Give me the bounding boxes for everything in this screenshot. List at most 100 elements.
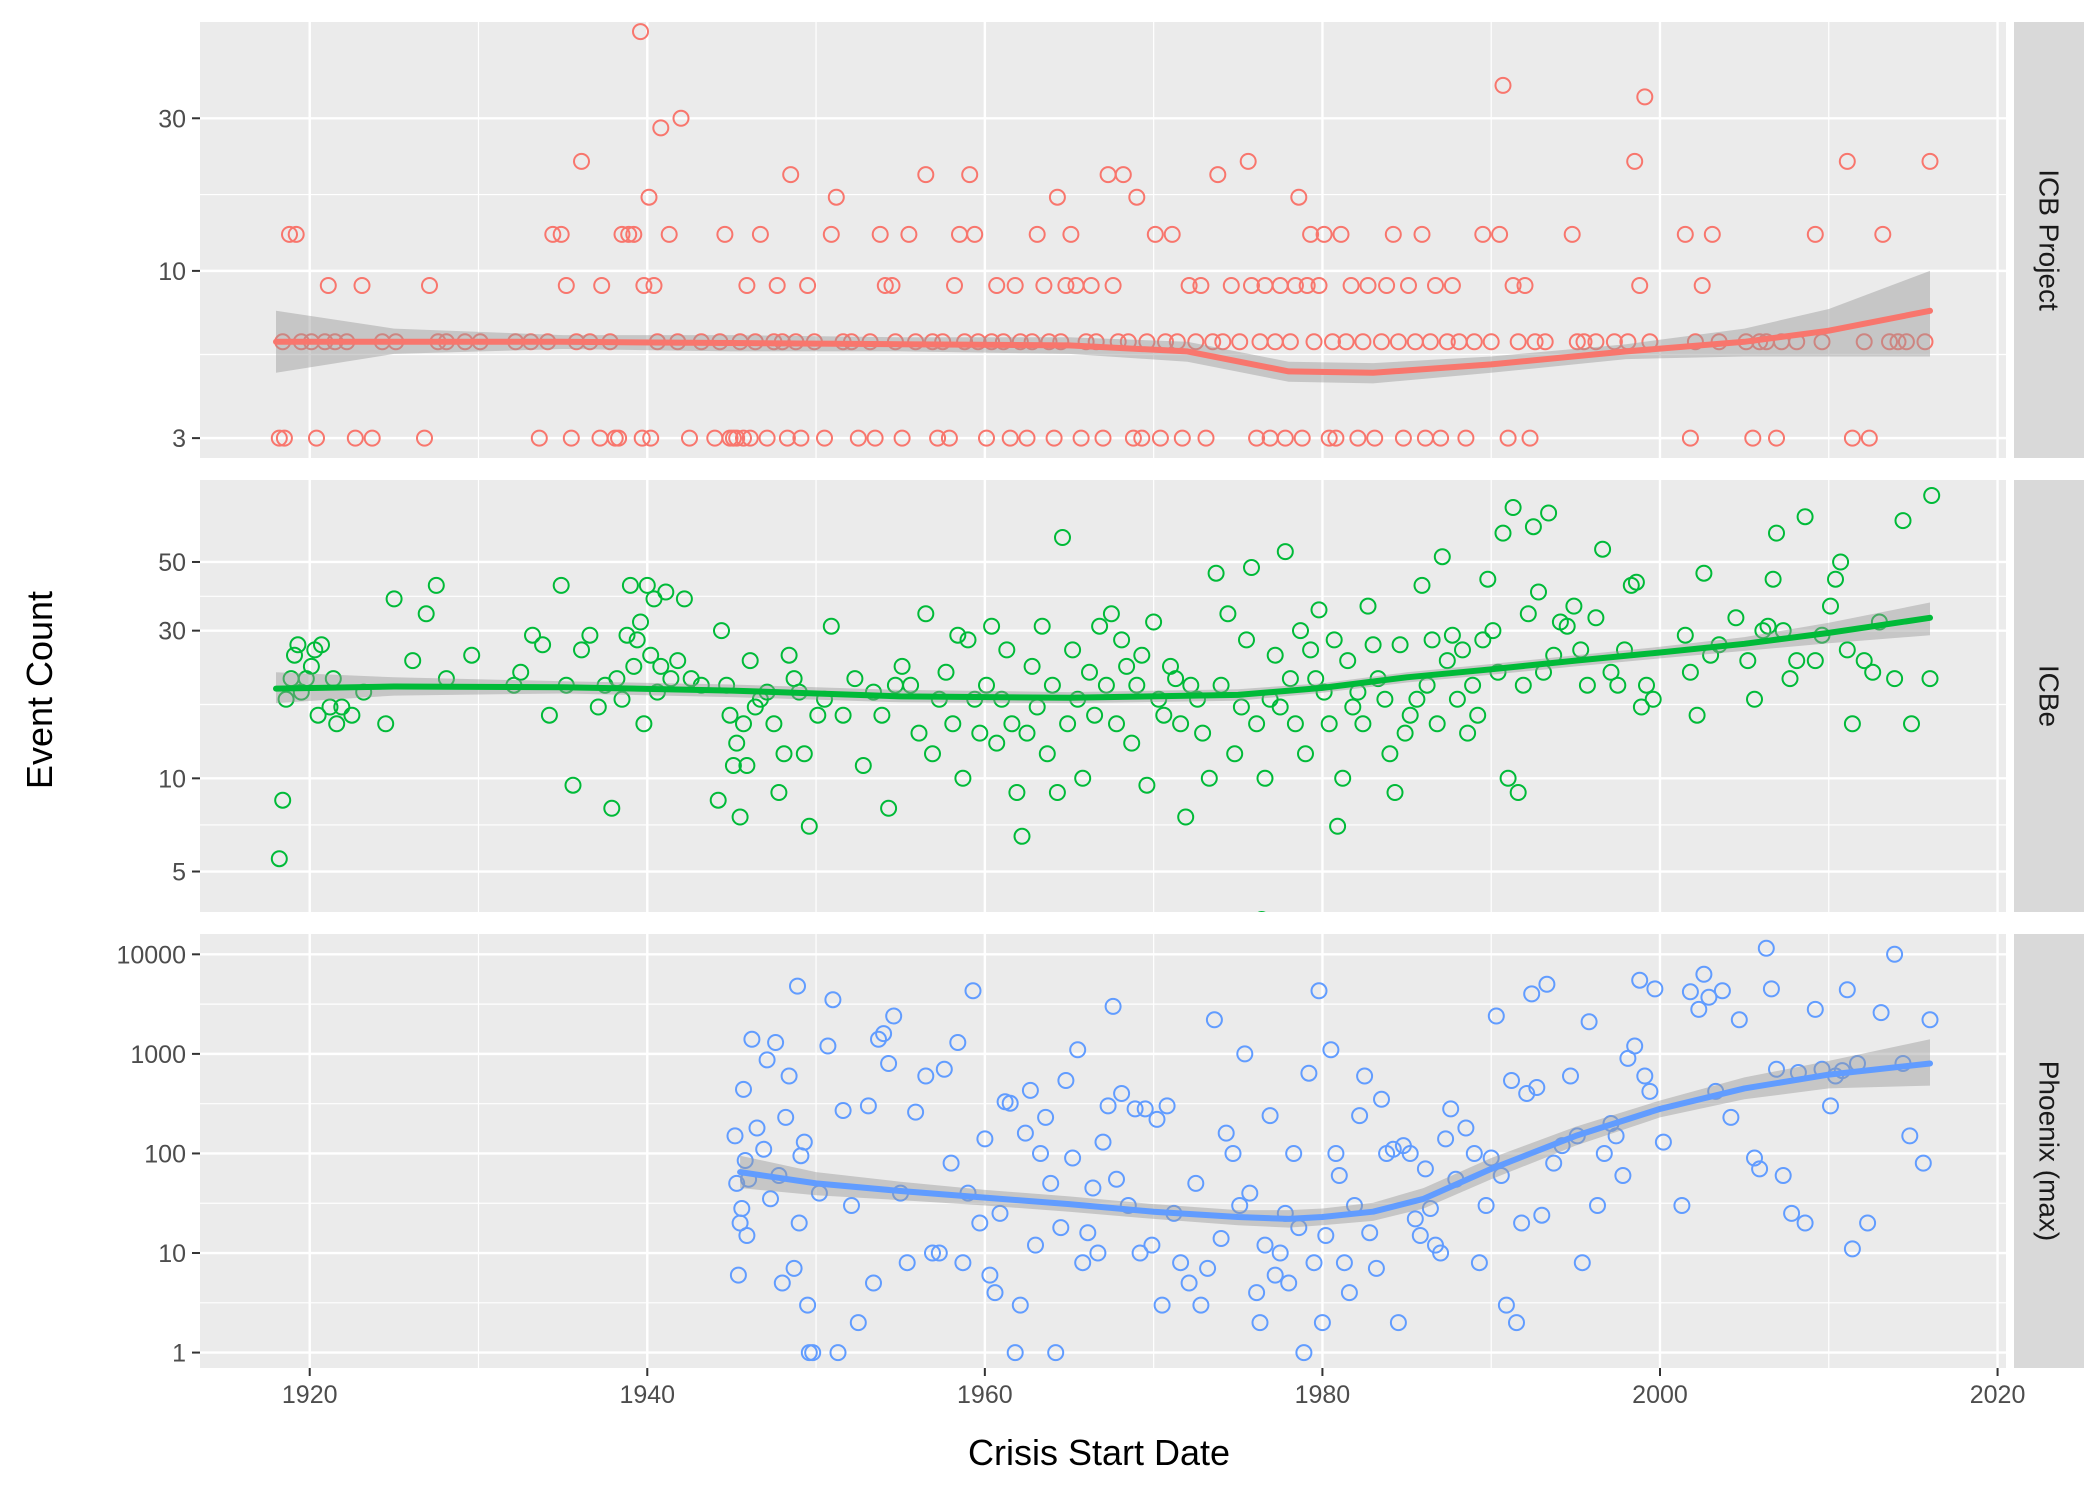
- data-point: [900, 225, 918, 243]
- data-point: [613, 690, 631, 708]
- data-point: [1074, 769, 1092, 787]
- data-point: [1062, 225, 1080, 243]
- data-point: [287, 225, 305, 243]
- data-point: [1394, 429, 1412, 447]
- data-point: [1239, 152, 1257, 170]
- data-point: [313, 636, 330, 654]
- data-point: [728, 1174, 746, 1192]
- data-point: [1855, 652, 1873, 670]
- data-point: [1224, 1145, 1242, 1162]
- data-point: [1131, 1244, 1149, 1262]
- data-point: [632, 23, 649, 41]
- data-point: [1681, 983, 1699, 1001]
- data-point: [1695, 564, 1713, 582]
- data-point: [1332, 225, 1350, 243]
- data-point: [767, 1034, 785, 1051]
- data-point: [1261, 1107, 1279, 1125]
- data-point: [1513, 1214, 1531, 1232]
- data-point: [1545, 1154, 1563, 1172]
- data-point: [849, 429, 867, 447]
- data-point: [1487, 1007, 1505, 1025]
- data-point: [738, 757, 756, 774]
- data-point: [1636, 88, 1654, 106]
- data-point: [621, 576, 639, 594]
- data-point: [1528, 1079, 1546, 1096]
- data-point: [1538, 975, 1556, 993]
- data-point: [1681, 429, 1699, 447]
- data-point: [512, 663, 530, 681]
- data-point: [1180, 277, 1198, 294]
- data-point: [1200, 769, 1218, 787]
- data-point: [961, 166, 979, 184]
- data-point: [1292, 622, 1309, 640]
- data-point: [1781, 670, 1799, 688]
- data-point: [924, 1244, 941, 1262]
- data-point: [1133, 429, 1151, 447]
- x-tick-label: 2020: [1970, 1381, 2026, 1409]
- data-point: [552, 225, 570, 243]
- data-point: [1423, 631, 1441, 649]
- data-point: [902, 676, 920, 694]
- data-point: [930, 1244, 948, 1262]
- data-point: [859, 1097, 877, 1115]
- data-point: [1143, 1236, 1161, 1254]
- data-point: [1021, 1081, 1039, 1099]
- data-point: [635, 715, 653, 733]
- data-point: [1373, 1090, 1390, 1108]
- x-tick-label: 1980: [1295, 1381, 1351, 1409]
- data-point: [937, 663, 955, 681]
- data-point: [1526, 333, 1544, 351]
- data-point: [1838, 152, 1856, 170]
- data-point: [986, 1284, 1004, 1302]
- data-point: [1381, 745, 1399, 763]
- data-point: [1764, 570, 1782, 588]
- data-point: [289, 636, 307, 654]
- data-point: [1464, 676, 1482, 694]
- data-point: [1214, 333, 1232, 351]
- data-point: [1406, 1210, 1424, 1228]
- data-point: [1626, 1037, 1644, 1055]
- data-point: [762, 1190, 779, 1208]
- data-point: [1722, 1108, 1740, 1126]
- data-point: [1231, 333, 1249, 351]
- data-point: [1313, 1314, 1331, 1332]
- data-point: [1494, 76, 1512, 94]
- data-point: [1084, 1179, 1102, 1197]
- data-point: [1469, 706, 1487, 724]
- data-point: [1064, 641, 1082, 659]
- data-point: [1788, 652, 1806, 670]
- data-point: [1295, 1344, 1313, 1362]
- data-point: [1136, 1100, 1154, 1118]
- data-point: [954, 769, 972, 787]
- data-point: [1563, 225, 1581, 243]
- data-point: [1146, 225, 1164, 243]
- data-point: [1565, 597, 1583, 615]
- data-point: [1482, 333, 1500, 351]
- data-point: [743, 1030, 761, 1048]
- data-point: [1921, 670, 1939, 688]
- data-point: [1746, 690, 1763, 708]
- data-point: [1281, 670, 1299, 688]
- data-point: [1217, 1124, 1235, 1142]
- data-point: [1187, 1174, 1205, 1192]
- data-point: [1508, 1314, 1525, 1332]
- data-point: [1204, 333, 1222, 351]
- data-point: [1400, 277, 1417, 294]
- data-point: [1340, 1284, 1358, 1302]
- data-point: [789, 977, 806, 995]
- data-point: [1276, 543, 1294, 561]
- data-point: [1428, 715, 1446, 733]
- data-point: [978, 676, 995, 694]
- data-point: [1081, 663, 1098, 681]
- data-point: [1361, 1224, 1379, 1242]
- data-point: [1008, 784, 1026, 801]
- data-point: [738, 1227, 756, 1244]
- data-point: [1364, 636, 1382, 654]
- data-point: [1384, 1140, 1402, 1158]
- data-point: [846, 670, 864, 688]
- data-point: [738, 277, 756, 294]
- data-point: [530, 429, 548, 447]
- data-point: [1241, 1184, 1259, 1202]
- data-point: [1300, 1064, 1318, 1082]
- data-point: [777, 1108, 795, 1126]
